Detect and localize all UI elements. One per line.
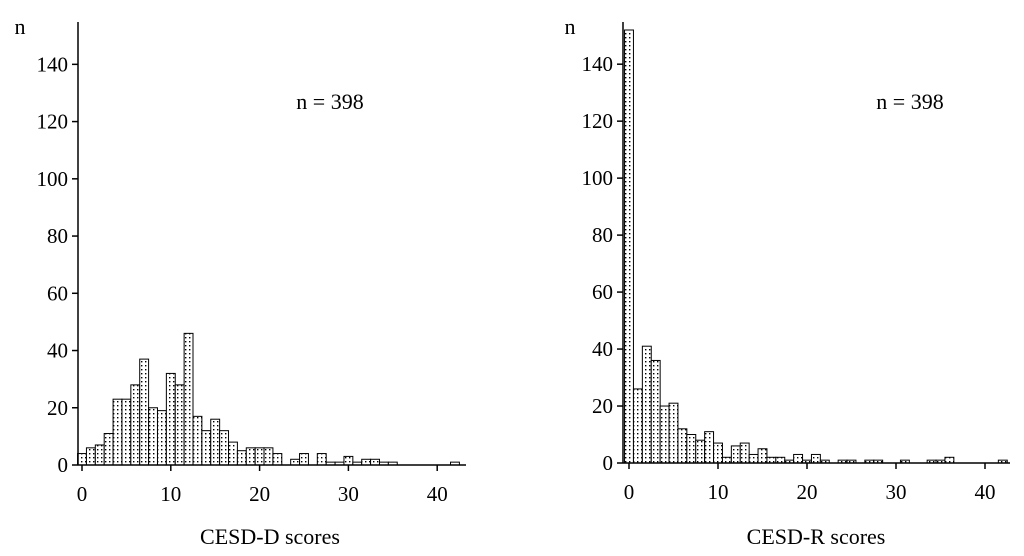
bar-4 [659,405,670,464]
y-tick-label-80: 80 [47,224,68,248]
x-tick-label-10: 10 [160,482,181,506]
bar-18 [236,450,247,466]
bar-32 [361,458,372,466]
bar-7 [686,434,697,464]
bar-3 [103,433,114,466]
bar-19 [793,453,804,464]
y-tick-label-140: 140 [582,52,614,76]
y-tick-label-140: 140 [37,52,69,76]
y-tick-label-100: 100 [582,166,614,190]
bar-27 [316,453,327,466]
bar-36 [944,456,955,464]
chart-cesd-r: 0 20 40 60 80 100 120 140 0 10 20 30 40 n CESD-R sc… [565,14,1010,549]
y-tick-label-40: 40 [592,337,613,361]
bar-25 [299,453,309,466]
x-tick-label-0: 0 [77,482,88,506]
bar-13 [192,415,203,466]
bar-19 [245,447,256,466]
y-tick-label-40: 40 [47,339,68,363]
bar-5 [121,398,132,466]
x-axis-label: CESD-R scores [747,524,886,549]
bar-13 [739,442,750,464]
bar-1 [85,447,96,466]
bars [77,332,460,466]
bar-4 [112,398,123,466]
bar-2 [94,444,105,466]
bar-16 [766,456,777,464]
sample-size-annotation: n = 398 [876,89,943,114]
bar-30 [343,455,354,466]
x-ticks: 0 10 20 30 40 [624,463,996,504]
x-tick-label-30: 30 [886,480,907,504]
x-tick-label-40: 40 [975,480,996,504]
y-tick-label-60: 60 [592,280,613,304]
y-axis-label: n [15,14,26,39]
bar-24 [290,458,301,466]
bar-10 [713,442,723,464]
y-ticks: 0 20 40 60 80 100 120 140 [37,52,78,477]
bar-20 [254,447,265,466]
bar-12 [183,332,194,466]
chart-cesd-d: 0 20 40 60 80 100 120 140 0 10 20 30 40 n CESD-D sc… [15,14,466,549]
bar-8 [695,439,706,464]
bar-9 [156,410,167,466]
bar-14 [201,430,212,466]
x-axis-label: CESD-D scores [200,524,340,549]
y-ticks: 0 20 40 60 80 100 120 140 [582,52,623,475]
bar-1 [632,388,643,464]
sample-size-annotation: n = 398 [296,89,363,114]
y-tick-label-20: 20 [592,394,613,418]
bar-0 [77,453,87,466]
bar-21 [263,447,274,466]
bar-2 [641,345,652,464]
bar-5 [668,402,679,464]
x-tick-label-20: 20 [797,480,818,504]
y-tick-label-60: 60 [47,281,68,305]
bar-8 [148,407,158,466]
bar-15 [757,448,768,464]
bar-10 [165,372,176,466]
bars [624,29,1008,464]
y-tick-label-120: 120 [37,110,69,134]
bar-17 [228,441,238,466]
bar-3 [650,359,661,464]
bar-33 [370,458,380,466]
x-tick-label-40: 40 [427,482,448,506]
y-tick-label-80: 80 [592,223,613,247]
bar-21 [810,453,821,464]
x-tick-label-0: 0 [624,480,635,504]
y-tick-label-120: 120 [582,109,614,133]
x-ticks: 0 10 20 30 40 [77,465,448,506]
bar-14 [748,453,759,464]
bar-17 [775,456,786,464]
bar-9 [704,431,715,464]
bar-12 [730,445,741,464]
bar-22 [272,453,283,466]
bar-11 [721,456,732,464]
bar-16 [219,430,230,466]
y-tick-label-100: 100 [37,167,69,191]
y-tick-label-0: 0 [58,453,69,477]
bar-15 [210,418,221,466]
x-tick-label-30: 30 [338,482,359,506]
y-tick-label-0: 0 [603,451,614,475]
bar-6 [130,384,141,466]
bar-6 [677,428,688,464]
y-tick-label-20: 20 [47,396,68,420]
bar-0 [624,29,634,464]
bar-7 [139,358,150,466]
bar-11 [174,384,185,466]
y-axis-label: n [565,14,576,39]
x-tick-label-20: 20 [249,482,270,506]
x-tick-label-10: 10 [708,480,729,504]
